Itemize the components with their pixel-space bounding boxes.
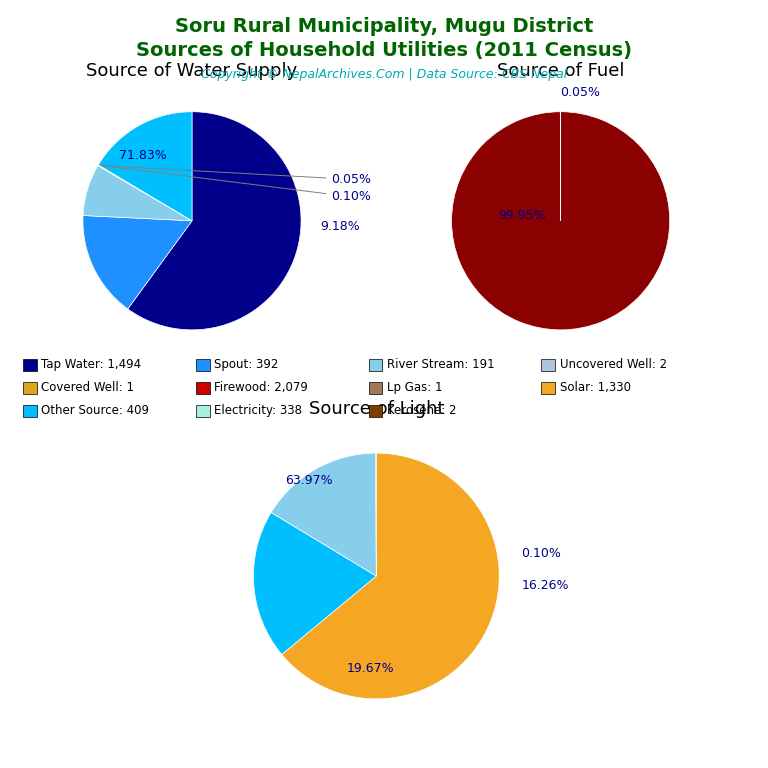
Text: Lp Gas: 1: Lp Gas: 1 [387,382,442,394]
Text: 0.05%: 0.05% [561,85,601,98]
Text: Solar: 1,330: Solar: 1,330 [560,382,631,394]
Text: Kerosene: 2: Kerosene: 2 [387,405,456,417]
Wedge shape [98,165,192,221]
Text: Soru Rural Municipality, Mugu District: Soru Rural Municipality, Mugu District [175,17,593,36]
Text: Copyright © NepalArchives.Com | Data Source: CBS Nepal: Copyright © NepalArchives.Com | Data Sou… [201,68,567,81]
Text: Covered Well: 1: Covered Well: 1 [41,382,134,394]
Text: 19.67%: 19.67% [346,662,394,674]
Wedge shape [452,111,670,330]
Text: 9.18%: 9.18% [321,220,360,233]
Text: Electricity: 338: Electricity: 338 [214,405,303,417]
Text: Firewood: 2,079: Firewood: 2,079 [214,382,308,394]
Text: Uncovered Well: 2: Uncovered Well: 2 [560,359,667,371]
Text: 0.10%: 0.10% [101,165,372,204]
Title: Source of Water Supply: Source of Water Supply [86,62,298,80]
Wedge shape [83,216,192,309]
Wedge shape [83,166,192,221]
Text: 99.95%: 99.95% [498,209,546,222]
Text: River Stream: 191: River Stream: 191 [387,359,495,371]
Title: Source of Light: Source of Light [309,400,444,418]
Text: Spout: 392: Spout: 392 [214,359,279,371]
Text: 0.05%: 0.05% [101,166,372,186]
Wedge shape [98,165,192,221]
Text: 0.10%: 0.10% [521,548,561,561]
Wedge shape [271,453,376,576]
Text: 18.85%: 18.85% [168,285,216,298]
Text: Tap Water: 1,494: Tap Water: 1,494 [41,359,141,371]
Wedge shape [253,512,376,654]
Text: Sources of Household Utilities (2011 Census): Sources of Household Utilities (2011 Cen… [136,41,632,61]
Wedge shape [282,453,499,699]
Wedge shape [98,111,192,221]
Wedge shape [127,111,301,329]
Text: 71.83%: 71.83% [119,149,167,162]
Text: 16.26%: 16.26% [521,579,569,592]
Title: Source of Fuel: Source of Fuel [497,62,624,80]
Text: 63.97%: 63.97% [285,474,333,487]
Text: Other Source: 409: Other Source: 409 [41,405,150,417]
